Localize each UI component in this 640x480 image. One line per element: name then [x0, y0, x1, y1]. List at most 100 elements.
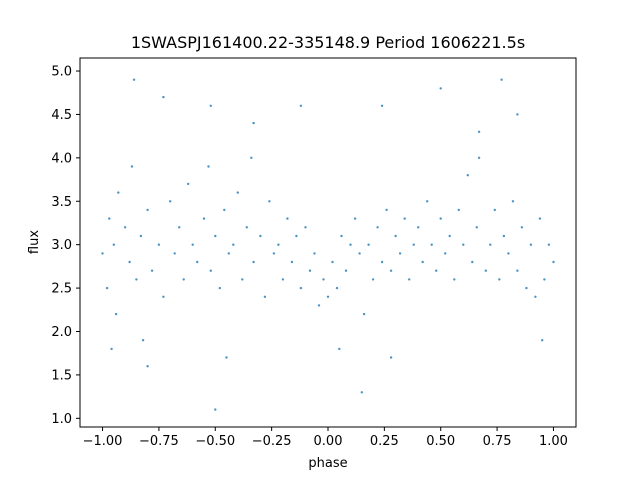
data-point [412, 243, 415, 246]
data-point [520, 226, 524, 229]
data-point [389, 269, 393, 272]
x-tick-label: −0.50 [195, 434, 235, 449]
data-point [493, 208, 496, 212]
data-point [128, 260, 131, 264]
data-point [394, 234, 397, 238]
data-point [376, 226, 379, 229]
data-point [484, 269, 487, 272]
data-point [340, 234, 343, 238]
data-point [252, 260, 255, 264]
data-point [245, 226, 248, 229]
data-point [389, 356, 393, 359]
y-tick-label: 2.5 [51, 282, 72, 297]
data-point [105, 286, 109, 290]
data-point [529, 243, 533, 246]
data-point [146, 365, 149, 368]
data-point [112, 243, 116, 246]
data-point [196, 260, 199, 264]
y-tick-label: 3.5 [51, 195, 72, 210]
data-point [380, 104, 384, 108]
x-tick-label: −1.00 [83, 434, 123, 449]
y-axis-label: flux [27, 230, 42, 254]
data-point [236, 191, 239, 194]
y-tick-label: 3.0 [51, 238, 72, 253]
data-point [471, 260, 474, 264]
data-point [338, 347, 341, 351]
y-tick-label: 1.5 [51, 368, 72, 383]
data-point [385, 208, 388, 212]
y-axis-ticks: 1.0 1.5 2.0 2.5 3.0 3.5 4.0 4.5 5.0 [51, 65, 80, 427]
data-point [335, 286, 339, 290]
data-point [547, 243, 551, 246]
data-point [538, 217, 542, 220]
data-point [448, 234, 451, 238]
data-point [268, 200, 271, 203]
data-point [353, 217, 357, 220]
data-points [101, 78, 555, 411]
data-point [277, 243, 280, 246]
data-point [173, 252, 176, 255]
data-point [430, 243, 433, 246]
data-point [130, 165, 134, 168]
data-point [227, 252, 230, 255]
data-point [367, 243, 370, 246]
x-tick-label: 0.75 [483, 434, 512, 449]
data-point [322, 278, 325, 281]
data-point [349, 243, 352, 246]
data-point [344, 269, 348, 272]
data-point [398, 252, 402, 255]
x-tick-label: 0.50 [426, 434, 455, 449]
data-point [358, 252, 361, 255]
data-point [453, 278, 456, 281]
data-point [281, 278, 285, 281]
data-point [139, 234, 143, 238]
data-point [223, 208, 226, 212]
data-point [457, 208, 460, 212]
x-tick-label: 0.25 [370, 434, 399, 449]
data-point [507, 252, 510, 255]
data-point [435, 269, 438, 272]
data-point [534, 295, 537, 298]
data-point [477, 156, 481, 159]
y-tick-label: 1.0 [51, 412, 72, 427]
data-point [362, 312, 366, 316]
data-point [426, 200, 429, 203]
data-point [541, 339, 544, 342]
data-point [421, 260, 424, 264]
data-point [272, 252, 276, 255]
x-axis-label: phase [308, 456, 347, 471]
x-tick-label: 1.00 [539, 434, 568, 449]
data-point [187, 182, 190, 186]
data-point [477, 130, 481, 133]
data-point [250, 156, 253, 159]
y-tick-label: 4.5 [51, 108, 72, 123]
data-point [462, 243, 465, 246]
data-point [114, 312, 118, 316]
data-point [209, 104, 212, 108]
y-tick-label: 4.0 [51, 151, 72, 166]
data-point [214, 408, 217, 411]
data-point [313, 252, 316, 255]
data-point [157, 243, 161, 246]
data-point [502, 234, 506, 238]
data-point [371, 278, 375, 281]
data-point [380, 260, 384, 264]
data-point [178, 226, 181, 229]
data-point [552, 260, 555, 264]
data-point [117, 191, 120, 194]
data-point [439, 217, 442, 220]
data-point [466, 174, 469, 177]
data-point [500, 78, 503, 81]
data-point [403, 217, 406, 220]
x-tick-label: 0.00 [314, 434, 343, 449]
data-point [295, 234, 298, 238]
data-point [417, 226, 420, 229]
data-point [299, 286, 303, 290]
data-point [516, 113, 519, 116]
data-point [123, 226, 127, 229]
data-point [252, 121, 255, 125]
data-point [232, 243, 235, 246]
data-point [511, 200, 515, 203]
